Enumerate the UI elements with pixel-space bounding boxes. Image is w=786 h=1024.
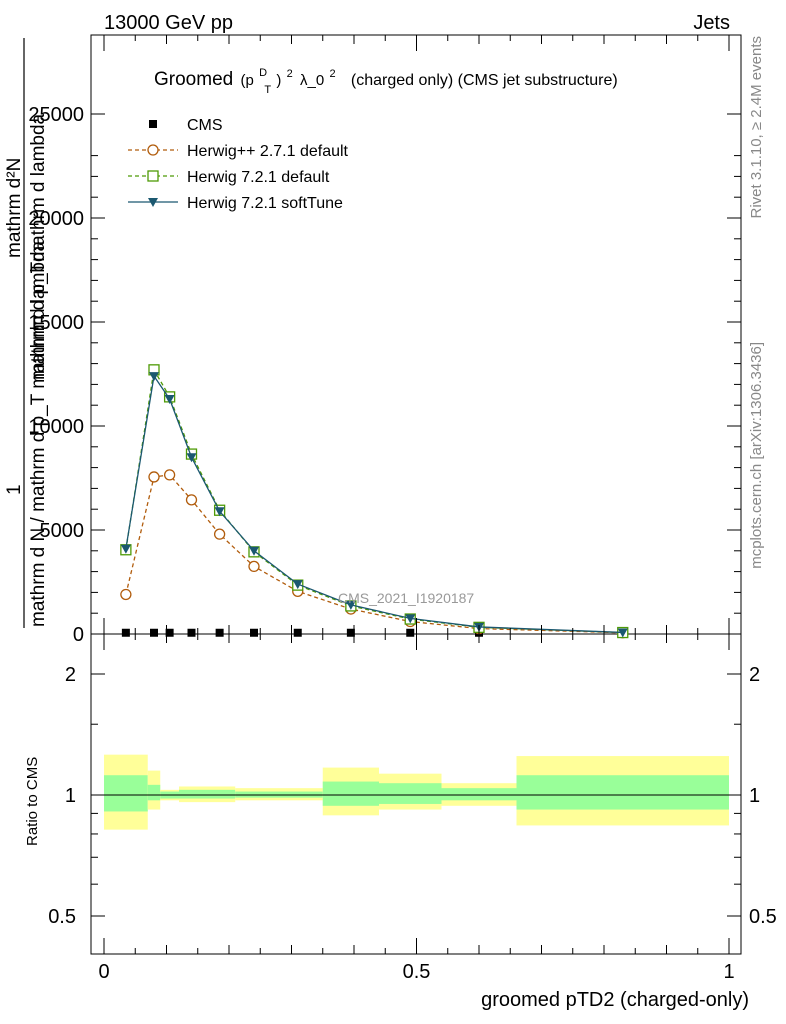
- series-3-point-1: [149, 372, 159, 382]
- ratio-inner-band-7: [441, 788, 517, 801]
- title-suffix: (charged only) (CMS jet substructure): [351, 72, 618, 89]
- series-1-point-2: [163, 469, 176, 481]
- ticks-layer: 0 5000 10000 15000 20000 25000 0 0.5 1 0.5 0.5 1 1 2 2: [28, 35, 777, 983]
- title-sub-t: T: [264, 84, 271, 96]
- ratio-ytick-label-left-0: 0.5: [48, 906, 76, 928]
- xtick-label-1: 0.5: [403, 961, 431, 983]
- main-ytick-label-4: 20000: [28, 208, 84, 230]
- ratio-inner-band-5: [322, 781, 379, 806]
- series-1-point-4: [213, 528, 226, 540]
- main-ytick-label-1: 5000: [40, 520, 85, 542]
- series-0-point-3: [187, 628, 196, 637]
- series-3-point-4: [214, 507, 225, 517]
- ratio-inner-band-8: [516, 775, 729, 810]
- xtick-label-0: 0: [98, 961, 109, 983]
- legend-label-0: CMS: [187, 117, 223, 134]
- ratio-ytick-label-right-1: 1: [749, 785, 760, 807]
- y-label-line-3: 1: [4, 484, 25, 495]
- series-0-point-8: [406, 628, 415, 637]
- y-label-line-2: mathrm d p_Tmathrm d lambda: [28, 113, 49, 380]
- ratio-inner-band-3: [179, 789, 236, 799]
- main-ytick-label-0: 0: [73, 624, 84, 646]
- legend-marker-2: [147, 170, 159, 182]
- legend-marker-0: [149, 120, 157, 128]
- series-3: [120, 372, 628, 638]
- ratio-ytick-label-right-0: 0.5: [749, 906, 777, 928]
- y-label-line-4: mathrm d N / mathrm d p_T mathrm d lambd…: [28, 240, 49, 627]
- ratio-inner-band-1: [147, 784, 161, 801]
- series-3-point-7: [345, 600, 356, 610]
- title-lambda: λ_0: [300, 72, 324, 89]
- series-3-point-10: [617, 628, 628, 638]
- header-jets: Jets: [693, 12, 730, 34]
- series-0-point-2: [165, 628, 174, 637]
- series-line-1: [125, 474, 623, 634]
- series-1-point-5: [248, 560, 260, 573]
- legend-label-1: Herwig++ 2.7.1 default: [187, 143, 349, 160]
- series-3-point-0: [120, 544, 131, 554]
- series-0-point-7: [346, 628, 355, 637]
- mcplots-label: mcplots.cern.ch [arXiv:1306.3436]: [748, 342, 765, 569]
- title-sup-2: 2: [287, 68, 293, 80]
- legend: CMS Herwig++ 2.7.1 default Herwig 7.2.1 de…: [128, 117, 349, 212]
- ratio-y-axis-label: Ratio to CMS: [24, 757, 41, 846]
- analysis-watermark: CMS_2021_I1920187: [338, 590, 474, 606]
- series-layer: [120, 364, 629, 639]
- legend-label-3: Herwig 7.2.1 softTune: [187, 195, 343, 212]
- title-sup-3: 2: [330, 68, 336, 80]
- series-3-point-5: [249, 546, 259, 556]
- series-3-point-2: [164, 394, 175, 404]
- series-1: [120, 469, 629, 639]
- plot-title: Groomed (p D T ) 2 λ_0 2 (charged only) …: [154, 60, 618, 98]
- series-3-point-6: [292, 580, 303, 590]
- series-0-point-6: [293, 628, 302, 637]
- series-0-point-5: [250, 628, 258, 637]
- main-ytick-label-5: 25000: [28, 104, 84, 126]
- series-3-point-8: [405, 614, 416, 624]
- legend-marker-3: [148, 198, 158, 207]
- main-y-axis-label: mathrm d²N mathrm d p_Tmathrm d lambda 1…: [4, 38, 49, 628]
- series-1-point-0: [120, 588, 132, 601]
- title-p-close: ): [276, 72, 281, 89]
- legend-marker-1: [147, 144, 159, 156]
- series-3-point-3: [186, 453, 197, 463]
- main-ytick-label-2: 10000: [28, 416, 84, 438]
- rivet-version-label: Rivet 3.1.10, ≥ 2.4M events: [748, 36, 765, 219]
- series-1-point-3: [185, 494, 198, 506]
- ratio-ytick-label-right-2: 2: [749, 664, 760, 686]
- series-1-point-1: [148, 471, 160, 483]
- ratio-bands: [104, 754, 729, 830]
- title-sup-d: D: [259, 67, 267, 79]
- title-prefix: Groomed: [154, 69, 233, 90]
- ratio-ytick-label-left-2: 2: [65, 664, 76, 686]
- ratio-ytick-label-left-1: 1: [65, 785, 76, 807]
- header-energy: 13000 GeV pp: [104, 12, 233, 34]
- series-0-point-0: [121, 628, 130, 637]
- series-0-point-4: [215, 628, 224, 637]
- legend-label-2: Herwig 7.2.1 default: [187, 169, 330, 186]
- ratio-inner-band-6: [379, 783, 442, 804]
- main-ytick-label-3: 15000: [28, 312, 84, 334]
- xtick-label-2: 1: [723, 961, 734, 983]
- title-p-open: (p: [240, 72, 253, 89]
- y-label-line-1: mathrm d²N: [4, 158, 25, 258]
- x-axis-label: groomed pTD2 (charged-only): [481, 989, 749, 1011]
- ratio-inner-band-0: [104, 775, 148, 812]
- series-0-point-1: [150, 628, 158, 637]
